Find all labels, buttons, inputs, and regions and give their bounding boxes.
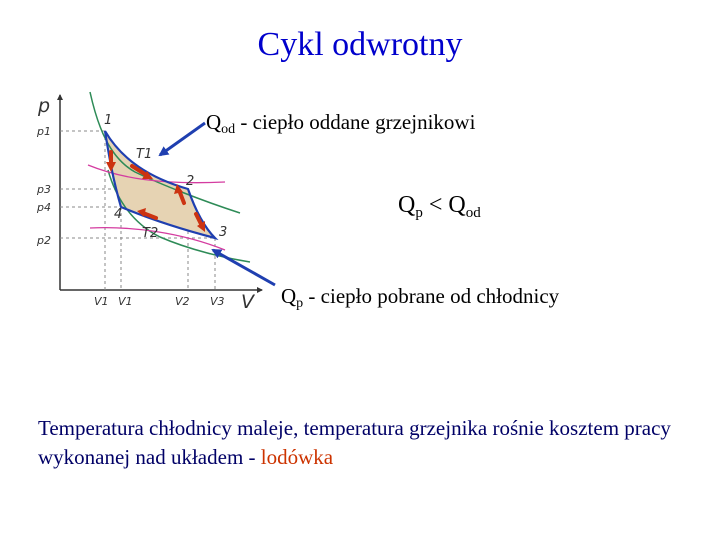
v-tick-label: V3 bbox=[210, 295, 225, 308]
isotherm-t2-label: T2 bbox=[142, 226, 158, 241]
conclusion-main: Temperatura chłodnicy maleje, temperatur… bbox=[38, 416, 671, 469]
p-tick-label: p4 bbox=[36, 201, 51, 214]
point-4-label: 4 bbox=[114, 207, 122, 222]
point-3-label: 3 bbox=[219, 225, 227, 240]
q-od-annotation: Qod - ciepło oddane grzejnikowi bbox=[206, 110, 475, 138]
flow-arrowhead bbox=[106, 162, 116, 172]
v-tick-label: V1 bbox=[94, 295, 109, 308]
flow-arrowhead bbox=[197, 221, 205, 232]
p-axis-label: p bbox=[37, 95, 50, 117]
p-tick-label: p2 bbox=[36, 234, 51, 247]
conclusion-highlight: lodówka bbox=[260, 445, 334, 469]
v-tick-label: V1 bbox=[118, 295, 133, 308]
q-od-symbol: Q bbox=[206, 110, 222, 134]
inequality: Qp < Qod bbox=[398, 192, 481, 222]
v-axis-label: V bbox=[241, 291, 256, 313]
ineq-right-sub: od bbox=[465, 205, 481, 221]
ineq-left-symbol: Q bbox=[398, 192, 416, 218]
q-od-pointer-arrow bbox=[158, 121, 206, 157]
flow-arrowhead bbox=[174, 184, 183, 194]
ineq-operator: < bbox=[428, 192, 443, 218]
p-tick-label: p3 bbox=[36, 183, 51, 196]
q-od-text: - ciepło oddane grzejnikowi bbox=[235, 110, 476, 134]
q-p-symbol: Q bbox=[281, 284, 297, 308]
adiabat-curve-lower bbox=[89, 227, 226, 251]
p-tick-label: p1 bbox=[36, 125, 51, 138]
q-p-annotation: Qp - ciepło pobrane od chłodnicy bbox=[281, 284, 559, 312]
q-od-subscript: od bbox=[221, 122, 236, 137]
q-p-text: - ciepło pobrane od chłodnicy bbox=[303, 284, 560, 308]
isotherm-t1-label: T1 bbox=[136, 147, 152, 162]
slide-title: Cykl odwrotny bbox=[257, 26, 463, 63]
flow-arrowhead bbox=[142, 171, 153, 179]
v-tick-label: V2 bbox=[175, 295, 190, 308]
flow-arrowhead bbox=[137, 208, 146, 217]
ineq-right-symbol: Q bbox=[448, 192, 466, 218]
point-1-label: 1 bbox=[104, 113, 112, 128]
isotherm-t1-curve bbox=[89, 91, 241, 214]
conclusion-text: Temperatura chłodnicy maleje, temperatur… bbox=[38, 414, 708, 472]
adiabat-curve-upper bbox=[87, 164, 226, 184]
guide-lines bbox=[60, 130, 216, 290]
q-p-subscript: p bbox=[296, 296, 304, 311]
q-p-pointer-arrow bbox=[211, 248, 276, 287]
point-2-label: 2 bbox=[186, 174, 194, 189]
ineq-left-sub: p bbox=[415, 205, 423, 221]
